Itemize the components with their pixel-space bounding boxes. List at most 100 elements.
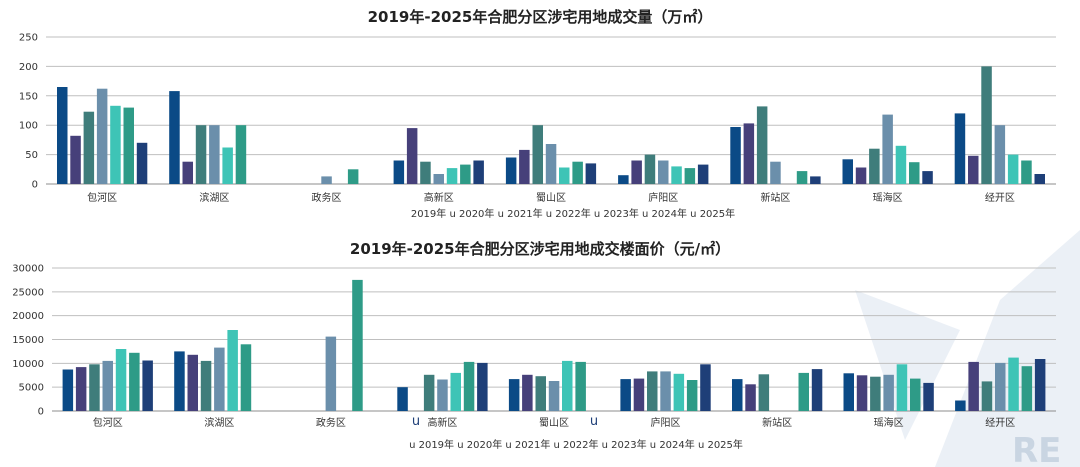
bar-2024年-高新区 (460, 164, 471, 184)
bar-2025年-包河区 (142, 360, 153, 411)
bar-2024年-庐阳区 (684, 168, 696, 184)
y-tick-label: 15000 (12, 335, 44, 346)
bar-2023年-高新区 (450, 372, 461, 411)
bar-2021年-包河区 (83, 111, 95, 184)
bar-2021年-蜀山区 (532, 125, 543, 184)
bar-2020年-新站区 (743, 123, 755, 184)
bar-2020年-庐阳区 (633, 378, 645, 411)
bar-2019年-滨湖区 (169, 91, 180, 184)
x-category-label: 蜀山区 (536, 192, 566, 204)
bar-2024年-瑶海区 (909, 162, 920, 184)
bar-2019年-庐阳区 (618, 175, 629, 184)
bar-2022年-包河区 (102, 360, 113, 411)
bar-2022年-滨湖区 (214, 347, 225, 411)
x-category-label: 经开区 (985, 416, 1015, 429)
x-category-label: 庐阳区 (651, 416, 681, 429)
y-tick-label: 10000 (12, 359, 44, 370)
bar-2021年-瑶海区 (869, 148, 880, 184)
bar-2024年-新站区 (796, 171, 808, 184)
bar-2020年-庐阳区 (631, 160, 642, 184)
bar-2023年-包河区 (115, 349, 127, 411)
bar-2021年-庐阳区 (644, 154, 656, 184)
bar-2024年-新站区 (798, 372, 809, 411)
bar-2024年-庐阳区 (686, 380, 698, 411)
x-category-label: 高新区 (427, 416, 457, 429)
bar-2023年-庐阳区 (671, 166, 682, 184)
bar-2019年-蜀山区 (505, 157, 517, 184)
bar-2021年-包河区 (89, 364, 100, 411)
chart-title: 2019年-2025年合肥分区涉宅用地成交楼面价（元/㎡） (350, 240, 730, 258)
bar-2019年-瑶海区 (842, 159, 853, 184)
x-category-label: 高新区 (424, 191, 454, 204)
bar-2023年-瑶海区 (896, 364, 908, 411)
bar-2019年-庐阳区 (620, 379, 631, 411)
bar-2020年-滨湖区 (182, 161, 193, 184)
y-tick-label: 0 (38, 407, 44, 418)
bar-2020年-包河区 (75, 367, 87, 411)
bar-2024年-政务区 (352, 279, 363, 411)
x-category-label: 瑶海区 (874, 416, 904, 429)
bar-2021年-新站区 (758, 374, 770, 411)
bar-2019年-新站区 (732, 379, 743, 411)
bar-2024年-包河区 (123, 107, 134, 184)
y-tick-label: 30000 (12, 264, 44, 275)
legend: 2019年 u 2020年 u 2021年 u 2022年 u 2023年 u … (411, 207, 735, 220)
bar-2019年-高新区 (393, 160, 405, 184)
bar-2021年-高新区 (423, 374, 435, 411)
bar-2021年-经开区 (981, 381, 993, 411)
bar-2024年-滨湖区 (235, 125, 247, 184)
x-category-label: 新站区 (762, 416, 792, 429)
stray-mark: u (412, 414, 420, 429)
bar-2022年-经开区 (994, 125, 1006, 184)
bar-2023年-高新区 (446, 168, 458, 184)
bar-2021年-庐阳区 (647, 371, 658, 411)
bar-2022年-瑶海区 (882, 114, 893, 184)
bar-2020年-经开区 (968, 155, 979, 184)
x-category-label: 政务区 (316, 416, 346, 429)
y-tick-label: 150 (19, 91, 38, 102)
y-axis-ticks: 0 50 100 150 200 250 (19, 33, 38, 191)
bar-2024年-经开区 (1021, 160, 1032, 184)
x-category-label: 新站区 (760, 191, 790, 204)
bar-2020年-瑶海区 (855, 167, 867, 184)
bar-2020年-蜀山区 (519, 149, 530, 184)
bar-2023年-蜀山区 (562, 360, 573, 411)
bar-2021年-新站区 (756, 106, 768, 184)
y-tick-label: 25000 (12, 287, 44, 298)
bar-2025年-经开区 (1034, 174, 1045, 184)
bar-2019年-包河区 (57, 87, 68, 184)
x-category-label: 政务区 (312, 191, 342, 204)
x-category-label: 庐阳区 (648, 191, 678, 204)
chart-title: 2019年-2025年合肥分区涉宅用地成交量（万㎡） (368, 8, 713, 26)
x-category-label: 瑶海区 (873, 191, 903, 204)
bars (62, 279, 1046, 412)
bar-2024年-政务区 (347, 169, 359, 184)
bar-2024年-高新区 (463, 361, 475, 411)
bar-2021年-瑶海区 (870, 376, 881, 411)
y-tick-label: 250 (19, 33, 38, 44)
bar-2025年-庐阳区 (697, 164, 709, 184)
bar-2023年-滨湖区 (222, 147, 233, 184)
bar-2020年-高新区 (406, 128, 418, 184)
bar-2024年-滨湖区 (240, 344, 252, 411)
bar-2022年-包河区 (96, 88, 108, 184)
bar-2022年-庐阳区 (660, 371, 671, 411)
bar-2024年-包河区 (129, 352, 140, 411)
bar-2022年-高新区 (433, 174, 444, 184)
bar-2025年-高新区 (477, 362, 488, 411)
bar-2025年-瑶海区 (922, 171, 933, 184)
bar-2022年-高新区 (437, 379, 448, 411)
x-axis-categories: 包河区 滨湖区 政务区 高新区 蜀山区 庐阳区 新站区 瑶海区 经开区 (93, 416, 1015, 429)
watermark-text: RE (1012, 431, 1061, 467)
bar-2019年-蜀山区 (508, 379, 520, 411)
y-tick-label: 200 (19, 62, 38, 73)
bar-2022年-经开区 (995, 362, 1006, 411)
bar-2023年-经开区 (1008, 357, 1019, 411)
bar-2019年-高新区 (397, 387, 408, 411)
bar-2021年-滨湖区 (195, 125, 207, 184)
area-chart-price: 2019年-2025年合肥分区涉宅用地成交楼面价（元/㎡） 0 5000 10000… (12, 240, 1056, 451)
x-category-label: 蜀山区 (539, 417, 569, 429)
bar-2019年-瑶海区 (843, 373, 854, 411)
bar-2023年-经开区 (1007, 154, 1019, 184)
